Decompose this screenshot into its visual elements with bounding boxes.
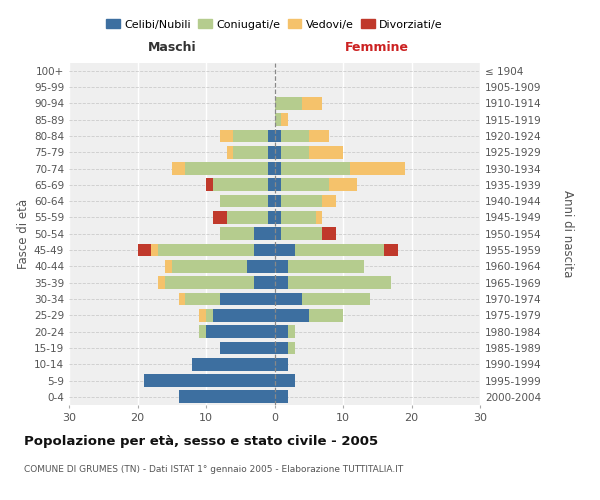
Bar [316,211,322,224]
Bar [281,130,309,142]
Bar [288,325,295,338]
Legend: Celibi/Nubili, Coniugati/e, Vedovi/e, Divorziati/e: Celibi/Nubili, Coniugati/e, Vedovi/e, Di… [102,15,447,34]
Bar [179,390,275,403]
Bar [329,178,356,191]
Bar [220,130,233,142]
Bar [288,342,295,354]
Text: Femmine: Femmine [345,40,409,54]
Bar [281,211,316,224]
Bar [275,244,295,256]
Bar [288,276,391,289]
Bar [268,130,275,142]
Bar [275,309,309,322]
Bar [213,178,268,191]
Bar [145,374,275,387]
Bar [227,146,233,158]
Bar [281,113,288,126]
Bar [275,178,281,191]
Bar [254,276,275,289]
Bar [309,146,343,158]
Bar [281,228,322,240]
Bar [220,292,275,306]
Bar [275,130,281,142]
Bar [199,309,206,322]
Bar [172,162,185,175]
Text: Popolazione per età, sesso e stato civile - 2005: Popolazione per età, sesso e stato civil… [24,435,378,448]
Bar [275,276,288,289]
Bar [302,292,370,306]
Bar [220,342,275,354]
Bar [275,162,281,175]
Bar [220,195,268,207]
Bar [322,195,336,207]
Bar [275,325,288,338]
Bar [227,211,268,224]
Bar [165,276,254,289]
Bar [281,195,322,207]
Bar [172,260,247,272]
Bar [275,390,288,403]
Bar [281,178,329,191]
Bar [206,309,213,322]
Bar [275,292,302,306]
Y-axis label: Fasce di età: Fasce di età [17,198,30,269]
Bar [275,260,288,272]
Bar [220,228,254,240]
Bar [309,309,343,322]
Bar [247,260,275,272]
Bar [268,195,275,207]
Bar [254,228,275,240]
Bar [295,244,384,256]
Bar [158,276,165,289]
Bar [275,146,281,158]
Bar [185,162,268,175]
Bar [165,260,172,272]
Bar [275,342,288,354]
Bar [275,195,281,207]
Bar [275,113,281,126]
Bar [193,358,275,370]
Bar [137,244,151,256]
Bar [350,162,404,175]
Bar [275,97,302,110]
Bar [213,309,275,322]
Bar [185,292,220,306]
Bar [158,244,254,256]
Bar [288,260,364,272]
Bar [254,244,275,256]
Text: COMUNE DI GRUMES (TN) - Dati ISTAT 1° gennaio 2005 - Elaborazione TUTTITALIA.IT: COMUNE DI GRUMES (TN) - Dati ISTAT 1° ge… [24,465,403,474]
Bar [309,130,329,142]
Bar [322,228,336,240]
Bar [268,211,275,224]
Bar [233,130,268,142]
Bar [206,178,213,191]
Bar [384,244,398,256]
Bar [275,358,288,370]
Bar [199,325,206,338]
Text: Maschi: Maschi [148,40,196,54]
Bar [281,162,350,175]
Bar [179,292,185,306]
Bar [151,244,158,256]
Bar [275,228,281,240]
Bar [275,374,295,387]
Y-axis label: Anni di nascita: Anni di nascita [561,190,574,278]
Bar [275,211,281,224]
Bar [206,325,275,338]
Bar [268,162,275,175]
Bar [233,146,268,158]
Bar [268,146,275,158]
Bar [302,97,322,110]
Bar [213,211,227,224]
Bar [268,178,275,191]
Bar [281,146,309,158]
